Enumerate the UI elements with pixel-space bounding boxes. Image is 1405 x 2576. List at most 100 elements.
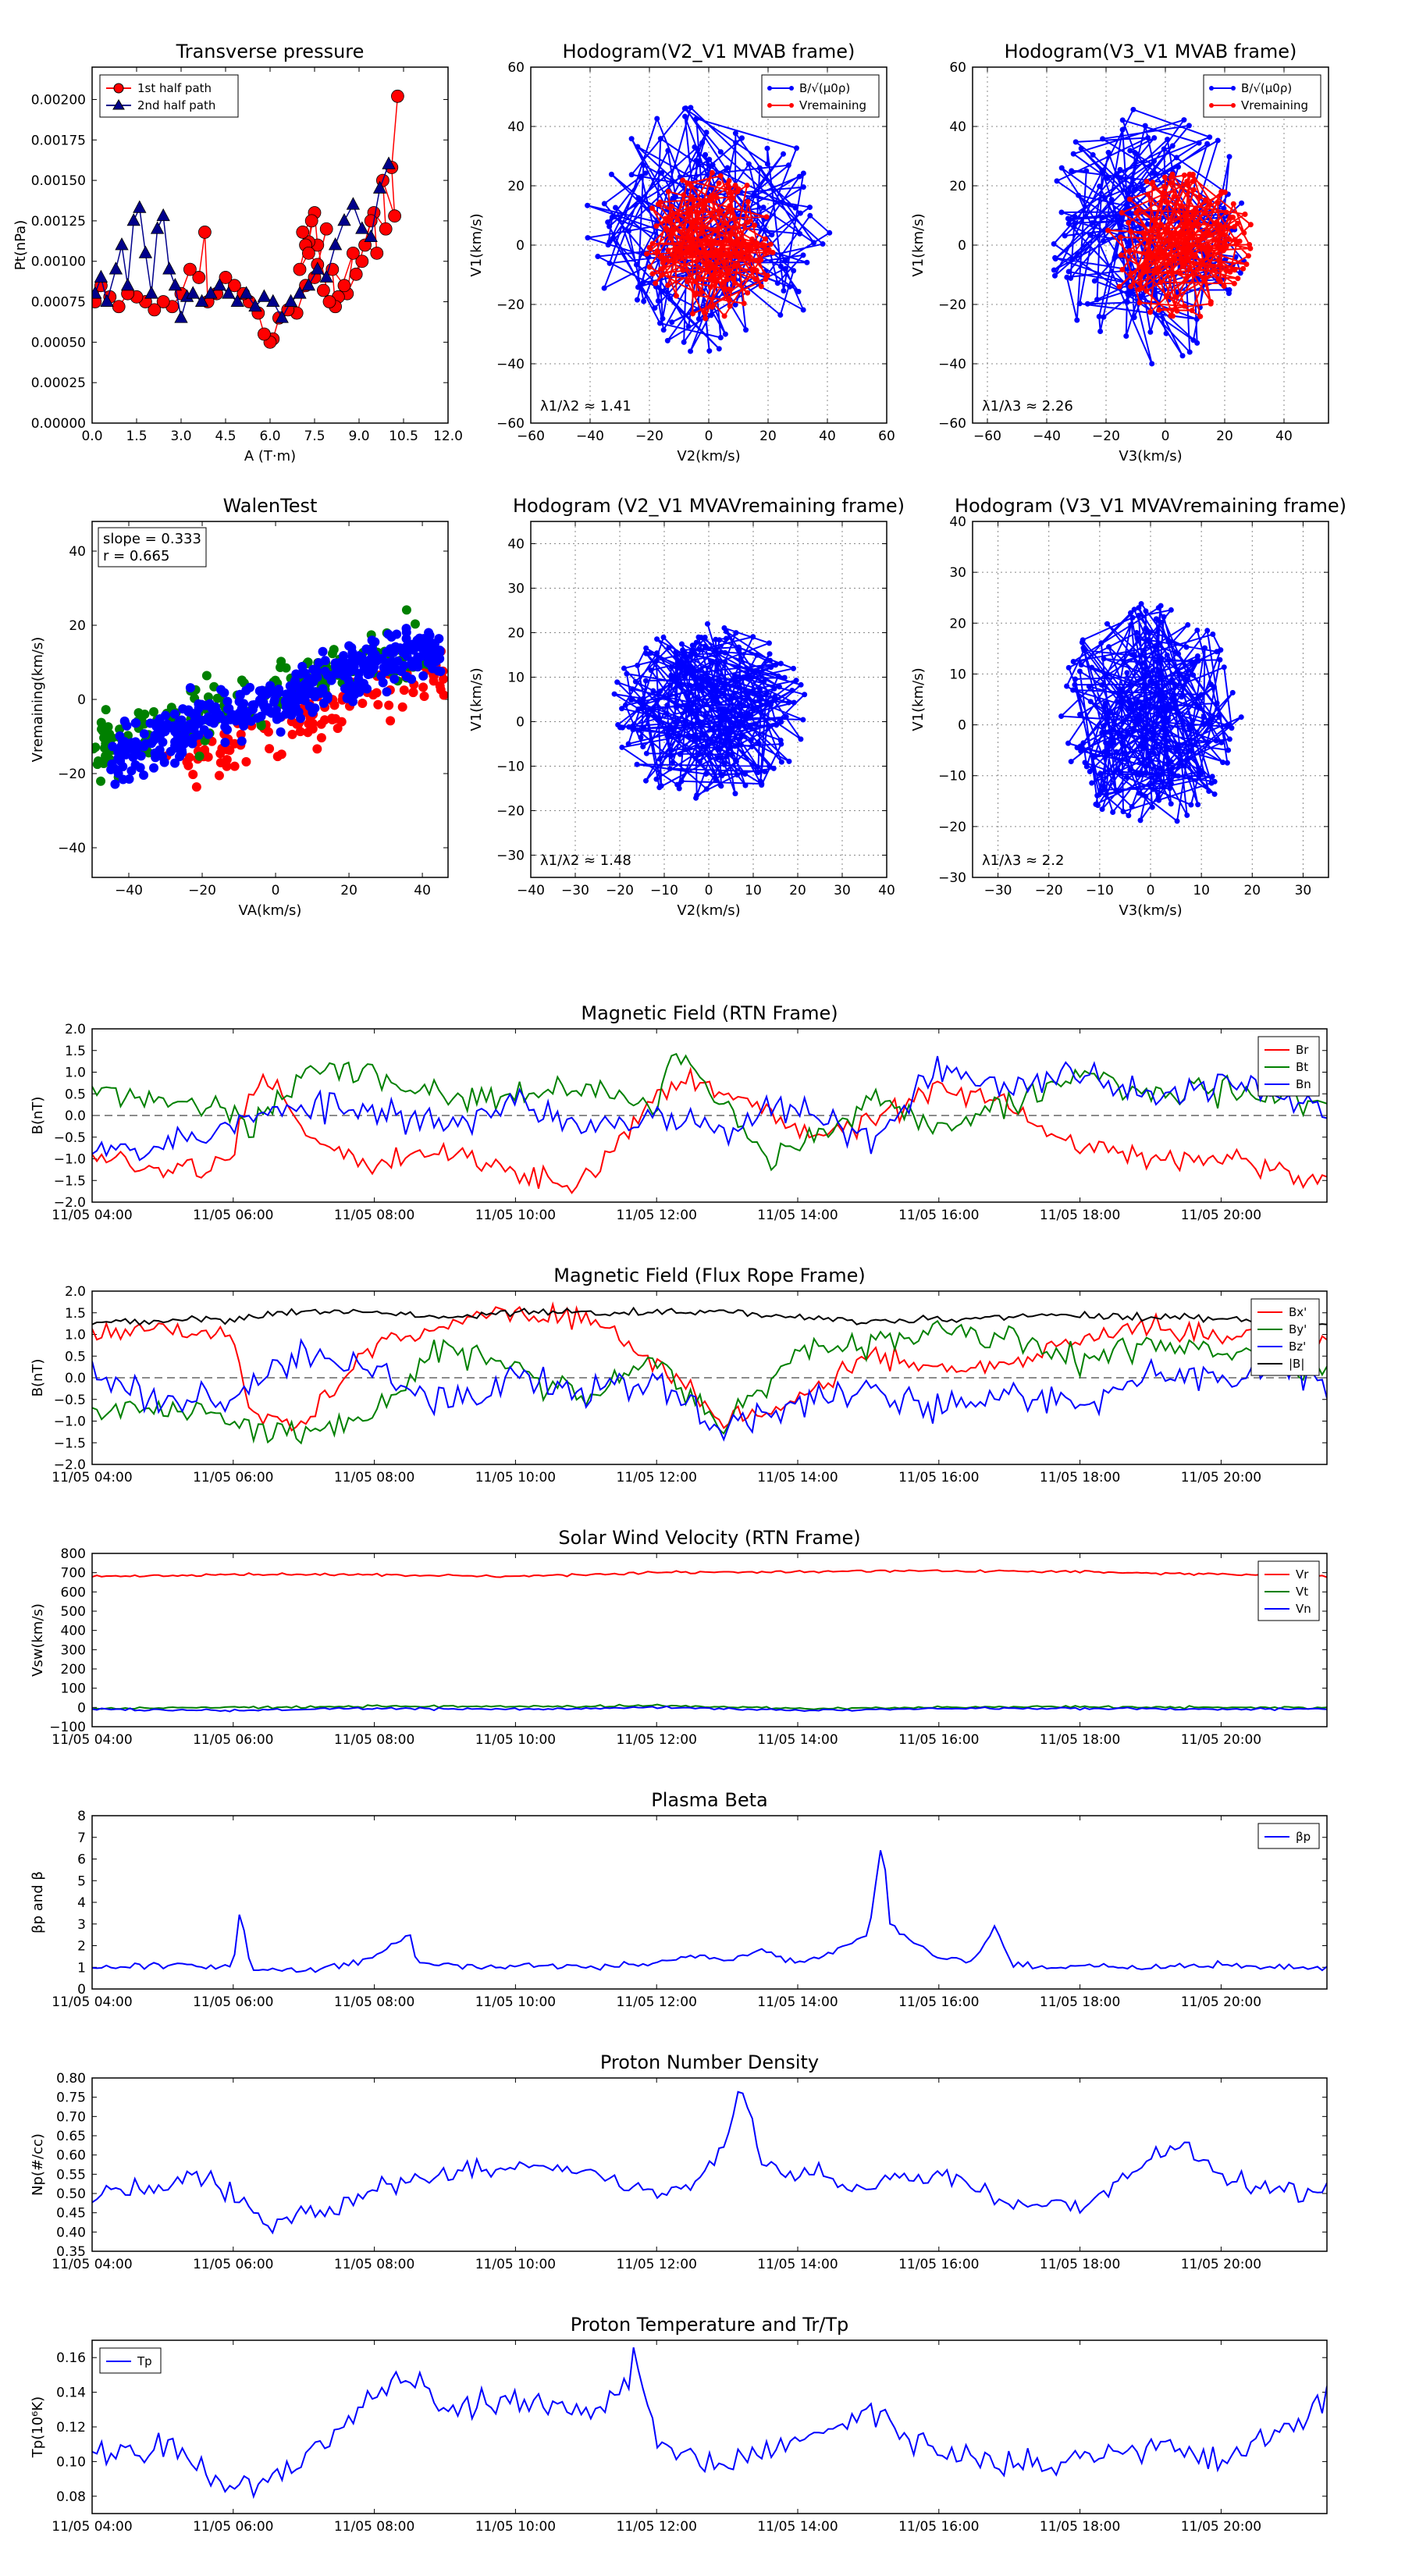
data-point [227, 279, 241, 293]
data-point [1065, 220, 1072, 226]
data-point [1068, 759, 1074, 765]
y-tick-label: 600 [61, 1585, 86, 1600]
data-point [669, 319, 675, 326]
data-point [311, 262, 325, 275]
data-point [1210, 632, 1216, 638]
data-point [611, 691, 617, 697]
data-point [1118, 252, 1124, 258]
data-point [1118, 175, 1124, 181]
y-tick-label: 400 [61, 1624, 86, 1639]
data-point [162, 262, 176, 275]
data-point [1078, 662, 1084, 668]
data-point [1136, 286, 1142, 293]
legend-marker [789, 86, 794, 91]
chart-title: Magnetic Field (RTN Frame) [581, 1002, 838, 1024]
data-point [1103, 729, 1109, 735]
y-axis-label: V1(km/s) [910, 667, 927, 731]
data-point [649, 707, 656, 713]
plot-area [1058, 600, 1244, 824]
legend-label: 2nd half path [137, 98, 215, 112]
data-point [1106, 644, 1112, 650]
data-point [1183, 276, 1190, 282]
x-tick-label: 11/05 16:00 [898, 1994, 979, 2010]
data-point [705, 675, 711, 681]
x-tick-label: 11/05 06:00 [193, 2257, 273, 2272]
y-tick-label: 0.00100 [31, 254, 86, 270]
y-tick-label: −30 [938, 870, 966, 886]
data-point [280, 696, 290, 706]
x-tick-label: −30 [561, 883, 589, 898]
data-point [657, 136, 663, 142]
data-point [649, 205, 656, 212]
data-point [1159, 771, 1165, 777]
data-point [1186, 266, 1193, 272]
y-tick-label: 0.12 [56, 2420, 86, 2435]
data-point [758, 696, 764, 702]
data-point [1138, 293, 1144, 299]
data-point [1185, 236, 1191, 242]
x-tick-label: −10 [1086, 883, 1114, 898]
data-point [1158, 603, 1164, 609]
data-point [717, 173, 724, 179]
data-point [1139, 704, 1145, 710]
data-point [681, 105, 688, 112]
y-tick-label: 0.0 [65, 1108, 86, 1124]
series-line [614, 623, 806, 799]
data-point [749, 266, 756, 272]
chart-ts4: 11/05 04:00 11/05 06:00 11/05 08:00 11/05 1… [30, 1789, 1328, 2010]
data-point [1089, 220, 1095, 226]
data-point [183, 760, 194, 770]
legend-label: |B| [1289, 1357, 1304, 1371]
y-tick-label: 2 [77, 1939, 86, 1955]
y-tick-label: −20 [938, 820, 966, 835]
data-point [301, 246, 315, 260]
data-point [827, 229, 833, 236]
y-tick-label: 20 [507, 626, 525, 642]
data-point [605, 219, 611, 226]
x-tick-label: −40 [1033, 429, 1061, 444]
data-point [757, 778, 763, 785]
data-point [708, 312, 714, 318]
chart-ts3: 11/05 04:00 11/05 06:00 11/05 08:00 11/05 1… [30, 1527, 1328, 1748]
data-point [660, 634, 667, 640]
data-point [1107, 743, 1113, 749]
data-point [649, 271, 656, 277]
data-point [632, 678, 638, 685]
data-point [660, 259, 666, 265]
data-point [1180, 683, 1186, 689]
legend: Bx' By' Bz' |B| [1250, 1298, 1320, 1376]
data-point [366, 646, 376, 656]
x-tick-label: 11/05 08:00 [334, 2519, 414, 2535]
data-point [1179, 203, 1185, 209]
data-point [1119, 126, 1126, 133]
data-point [721, 624, 727, 631]
data-point [777, 312, 784, 318]
x-tick-label: 40 [414, 883, 431, 898]
data-point [610, 236, 616, 242]
data-point [1220, 760, 1226, 766]
legend-marker [1231, 103, 1236, 108]
data-point [643, 750, 649, 756]
data-point [653, 223, 660, 229]
data-point [1168, 759, 1174, 765]
data-point [390, 89, 404, 103]
data-point [666, 645, 672, 651]
plot-border [972, 66, 1329, 424]
plot-area [92, 605, 448, 792]
y-tick-label: 0.75 [56, 2090, 86, 2106]
x-tick-label: 11/05 12:00 [617, 1994, 697, 2010]
data-point [767, 699, 773, 706]
y-tick-label: 0.65 [56, 2129, 86, 2144]
y-tick-label: 100 [61, 1681, 86, 1697]
data-point [1226, 736, 1232, 742]
x-tick-label: 11/05 16:00 [898, 1470, 979, 1485]
data-point [126, 213, 140, 226]
data-point [370, 246, 384, 260]
data-point [1123, 333, 1129, 340]
data-point [1064, 274, 1070, 280]
stats-box-frame [98, 527, 207, 568]
data-point [207, 736, 217, 746]
data-point [1190, 178, 1196, 184]
data-point [1197, 313, 1204, 319]
data-point [1169, 143, 1176, 149]
